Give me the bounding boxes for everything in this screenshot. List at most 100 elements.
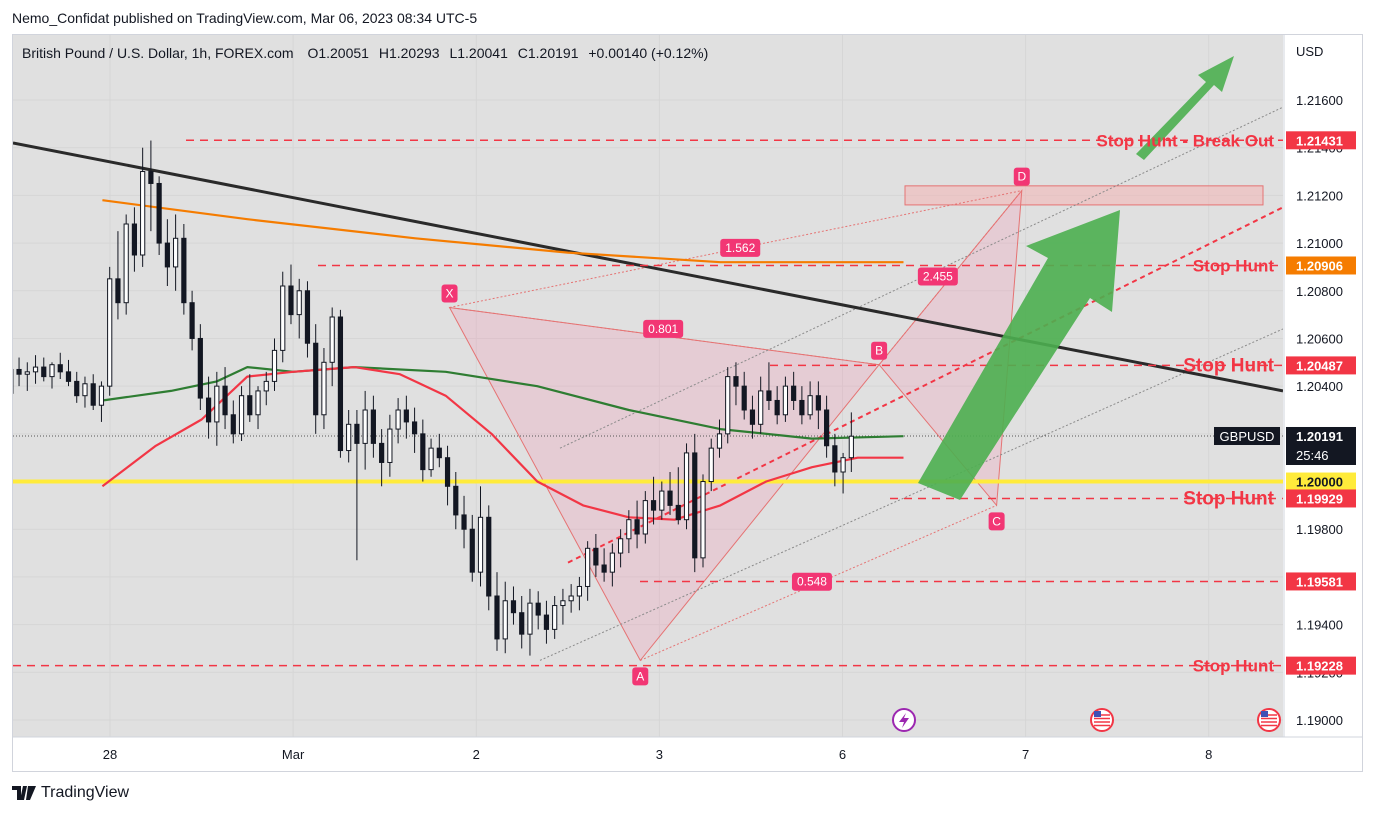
candle	[189, 290, 195, 351]
ma-line-ma50	[101, 366, 904, 521]
ma-line-ma200	[102, 199, 904, 264]
candle	[271, 338, 278, 391]
ohlc-low: L1.20041	[449, 45, 508, 61]
candle-body	[799, 399, 805, 416]
candle	[453, 472, 459, 530]
time-tick-label: Mar	[282, 747, 305, 762]
candle-body	[362, 409, 368, 444]
candle	[74, 371, 80, 403]
price-tick-label: 1.19000	[1296, 713, 1343, 728]
candle-body	[379, 442, 385, 463]
candle	[535, 591, 541, 630]
candle	[41, 357, 47, 382]
publisher-line: Nemo_Confidat published on TradingView.c…	[12, 10, 478, 26]
candle-body	[502, 600, 508, 640]
candle-body	[675, 504, 681, 521]
candle-body	[313, 342, 319, 416]
candle-body	[593, 547, 599, 566]
ratio-label: 0.548	[791, 572, 832, 591]
candle-body	[642, 500, 648, 535]
symbol-tag-text: GBPUSD	[1220, 429, 1275, 444]
candle-body	[346, 423, 352, 452]
small-green-arrow	[1136, 56, 1234, 160]
candle-body	[832, 445, 838, 473]
symbol-legend: British Pound / U.S. Dollar, 1h, FOREX.c…	[22, 45, 708, 61]
stop-hunt-label: Stop Hunt	[1193, 657, 1275, 676]
candle-body	[585, 547, 591, 587]
candle-body	[24, 371, 30, 375]
price-tag-text: 1.20906	[1296, 258, 1343, 273]
ratio-label-text: 2.455	[923, 269, 953, 283]
currency-label: USD	[1296, 44, 1323, 59]
candle-body	[420, 433, 426, 471]
tradingview-logo[interactable]: TradingView	[12, 784, 129, 802]
ohlc-open: O1.20051	[307, 45, 369, 61]
candle	[774, 386, 780, 425]
candle	[313, 324, 319, 434]
candle	[667, 472, 673, 515]
candle-body	[824, 409, 830, 447]
candle-body	[774, 399, 780, 416]
candle	[576, 576, 582, 611]
price-tag: 1.20906	[1286, 256, 1356, 275]
candle-body	[617, 538, 624, 554]
candle-body	[197, 337, 203, 399]
candle	[659, 481, 665, 520]
candle	[436, 433, 442, 468]
candle	[362, 390, 368, 470]
price-tick-label: 1.20400	[1296, 379, 1343, 394]
price-tag: 1.20000	[1286, 472, 1356, 491]
candle	[543, 600, 550, 644]
pattern-point-b: B	[871, 341, 888, 360]
candle-body	[222, 385, 228, 416]
candle-body	[164, 242, 170, 268]
candle-body	[271, 349, 278, 382]
price-tag-text: 1.19228	[1296, 659, 1343, 674]
candle-body	[815, 395, 821, 411]
price-tag-text: 1.20191	[1296, 429, 1343, 444]
candle-body	[791, 385, 797, 401]
candle-body	[148, 171, 154, 184]
candle	[280, 271, 286, 363]
candle-body	[280, 285, 286, 351]
price-tag: 1.20487	[1286, 356, 1356, 375]
ratio-label-text: 1.562	[725, 241, 755, 255]
candle	[444, 445, 451, 506]
candle	[131, 207, 138, 272]
candle	[675, 467, 681, 525]
candle	[24, 362, 30, 391]
price-tag-text: 1.20000	[1296, 475, 1343, 490]
candle-body	[708, 447, 714, 483]
candle	[585, 541, 591, 601]
candle-body	[403, 409, 409, 423]
candle-body	[387, 428, 393, 463]
candle-body	[74, 380, 80, 397]
candle-body	[552, 605, 558, 630]
price-tag-text: 1.19929	[1296, 491, 1343, 506]
candle-body	[758, 390, 764, 425]
candle	[16, 357, 22, 387]
candle	[840, 452, 846, 494]
price-axis-bg	[1284, 35, 1362, 737]
price-tag: 1.19228	[1286, 656, 1356, 675]
price-tag-text: 1.21431	[1296, 133, 1343, 148]
candle	[741, 371, 747, 420]
candle-body	[609, 552, 615, 573]
candle	[57, 352, 63, 379]
candle	[502, 581, 508, 654]
candle-body	[247, 395, 253, 416]
candle-body	[453, 485, 459, 516]
candle-body	[568, 595, 574, 602]
candle	[617, 529, 624, 568]
candle-body	[510, 600, 517, 614]
stop-hunt-label: Stop Hunt	[1183, 355, 1274, 376]
time-tick-label: 8	[1205, 747, 1212, 762]
ohlc-close: C1.20191	[517, 45, 579, 61]
price-tag: 1.19581	[1286, 572, 1356, 591]
candle-body	[263, 380, 269, 392]
candle-body	[576, 585, 582, 597]
candle-body	[469, 528, 475, 573]
candle-body	[65, 371, 72, 382]
candle	[65, 359, 72, 387]
